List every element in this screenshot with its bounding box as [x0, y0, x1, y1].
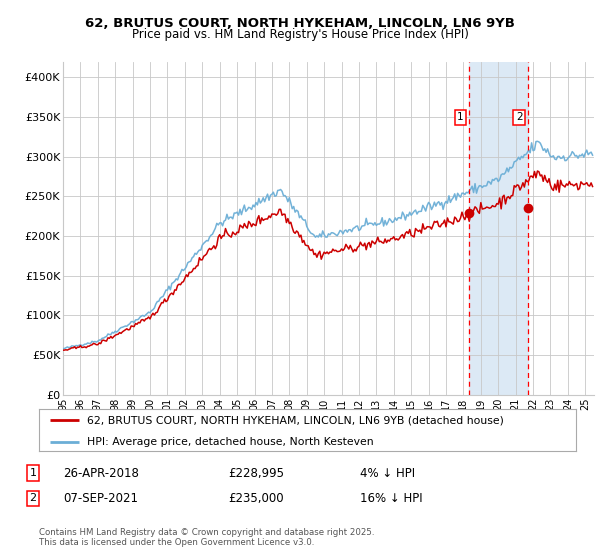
Text: Price paid vs. HM Land Registry's House Price Index (HPI): Price paid vs. HM Land Registry's House …: [131, 28, 469, 41]
Text: 1: 1: [457, 112, 464, 122]
Text: £235,000: £235,000: [228, 492, 284, 505]
Text: £228,995: £228,995: [228, 466, 284, 480]
Text: 2: 2: [516, 112, 523, 122]
Text: 4% ↓ HPI: 4% ↓ HPI: [360, 466, 415, 480]
Bar: [469, 62, 527, 395]
Text: 62, BRUTUS COURT, NORTH HYKEHAM, LINCOLN, LN6 9YB (detached house): 62, BRUTUS COURT, NORTH HYKEHAM, LINCOLN…: [88, 415, 504, 425]
Text: 1: 1: [29, 468, 37, 478]
Text: 16% ↓ HPI: 16% ↓ HPI: [360, 492, 422, 505]
Text: Contains HM Land Registry data © Crown copyright and database right 2025.
This d: Contains HM Land Registry data © Crown c…: [39, 528, 374, 547]
Text: HPI: Average price, detached house, North Kesteven: HPI: Average price, detached house, Nort…: [88, 437, 374, 446]
Text: 07-SEP-2021: 07-SEP-2021: [63, 492, 138, 505]
Text: 2: 2: [29, 493, 37, 503]
Text: 26-APR-2018: 26-APR-2018: [63, 466, 139, 480]
Text: 62, BRUTUS COURT, NORTH HYKEHAM, LINCOLN, LN6 9YB: 62, BRUTUS COURT, NORTH HYKEHAM, LINCOLN…: [85, 17, 515, 30]
